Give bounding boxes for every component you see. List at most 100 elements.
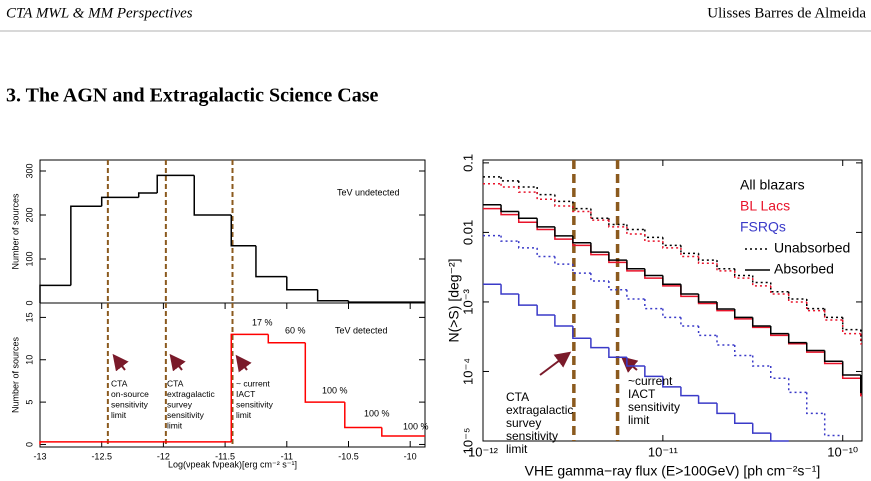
x-tick-label: -10	[404, 451, 417, 461]
step-line	[787, 333, 807, 344]
step-line	[626, 224, 645, 231]
note: IACT	[236, 389, 255, 399]
step-line	[841, 361, 861, 376]
histogram-step	[193, 175, 232, 216]
x-tick-label: -11	[281, 451, 293, 461]
y-tick-label: 10⁻⁵	[460, 428, 475, 455]
y-axis-label: N(>S) [deg⁻²]	[446, 258, 462, 342]
histogram-step	[230, 215, 256, 247]
step-line	[517, 186, 538, 193]
step-line	[626, 226, 645, 235]
step-line	[572, 264, 591, 274]
step-line	[697, 395, 718, 404]
note: limit	[167, 420, 183, 430]
step-line	[733, 270, 753, 279]
histogram-step	[267, 334, 306, 344]
legend-label: FSRQs	[740, 219, 786, 235]
step-line	[536, 222, 555, 231]
step-line	[517, 211, 538, 219]
step-line	[500, 183, 519, 188]
step-line	[697, 294, 718, 303]
note: sensitivity	[167, 410, 205, 420]
step-line	[662, 237, 681, 247]
step-line	[697, 256, 718, 265]
y-tick-label: 15	[24, 312, 34, 322]
step-line	[770, 326, 789, 335]
step-line	[536, 192, 555, 200]
step-line	[500, 284, 519, 295]
step-line	[806, 299, 825, 310]
step-line	[770, 433, 789, 442]
step-line	[554, 256, 573, 265]
histogram-step	[137, 192, 158, 198]
step-line	[787, 294, 807, 303]
step-line	[536, 186, 555, 196]
step-line	[608, 281, 627, 291]
legend-label: BL Lacs	[740, 198, 790, 214]
author: Ulisses Barres de Almeida	[707, 5, 866, 21]
step-line	[626, 289, 645, 300]
histogram-step	[286, 276, 318, 291]
step-line	[662, 376, 681, 388]
step-line	[590, 211, 609, 221]
annotation: 60 %	[285, 325, 306, 335]
step-line	[751, 355, 771, 367]
step-line	[644, 299, 663, 310]
step-line	[517, 294, 538, 306]
step-line	[716, 260, 735, 270]
step-line	[590, 273, 609, 282]
histogram-step	[347, 300, 425, 303]
note: limit	[111, 410, 127, 420]
legend-label: All blazars	[740, 177, 805, 193]
step-line	[500, 204, 519, 213]
step-line	[823, 310, 843, 321]
step-line	[626, 260, 645, 270]
y-tick-label: 0.01	[460, 220, 475, 245]
legend-label: Unabsorbed	[774, 240, 850, 256]
step-line	[680, 284, 699, 295]
note: sensitivity	[628, 400, 680, 414]
annotation: 100 %	[403, 421, 429, 431]
note: survey	[167, 399, 193, 409]
note: extragalactic	[167, 389, 215, 399]
histogram-step	[100, 196, 139, 207]
step-line	[680, 245, 699, 255]
step-line	[716, 335, 735, 346]
step-line	[697, 326, 718, 337]
step-line	[572, 205, 591, 213]
y-tick-label: 200	[24, 207, 34, 222]
step-line	[860, 333, 862, 345]
step-line	[517, 241, 538, 249]
annotation: 100 %	[364, 408, 390, 418]
step-line	[751, 423, 771, 434]
note: CTA	[506, 390, 529, 404]
step-line	[644, 268, 663, 277]
step-line	[626, 262, 645, 272]
step-line	[662, 275, 681, 285]
step-line	[680, 285, 699, 298]
step-line	[536, 218, 555, 228]
x-tick-label: 10⁻¹¹	[648, 444, 679, 459]
step-line	[733, 268, 753, 277]
step-line	[733, 309, 753, 319]
x-axis-label: Log(νpeak fνpeak)[erg cm⁻² s⁻¹]	[168, 459, 297, 469]
x-tick-label: 10⁻¹²	[468, 444, 499, 459]
x-tick-label: -11.5	[215, 451, 235, 461]
running-header: CTA MWL & MM Perspectives	[6, 5, 193, 21]
annotation: 100 %	[322, 385, 348, 395]
step-line	[806, 342, 825, 352]
step-line	[733, 345, 753, 357]
y-tick-label: 0.1	[460, 154, 475, 172]
y-tick-label: 0	[24, 442, 34, 447]
x-tick-label: -13	[33, 451, 46, 461]
y-tick-label: 10⁻⁴	[460, 358, 475, 385]
step-line	[554, 314, 573, 327]
note: sensitivity	[111, 399, 149, 409]
step-line	[697, 253, 718, 261]
y-tick-label: 300	[24, 163, 34, 178]
step-line	[662, 308, 681, 319]
y-tick-label: 10⁻³	[460, 288, 475, 314]
step-line	[860, 374, 862, 394]
note: sensitivity	[506, 429, 558, 443]
y-axis-label: Number of sources	[10, 336, 20, 413]
